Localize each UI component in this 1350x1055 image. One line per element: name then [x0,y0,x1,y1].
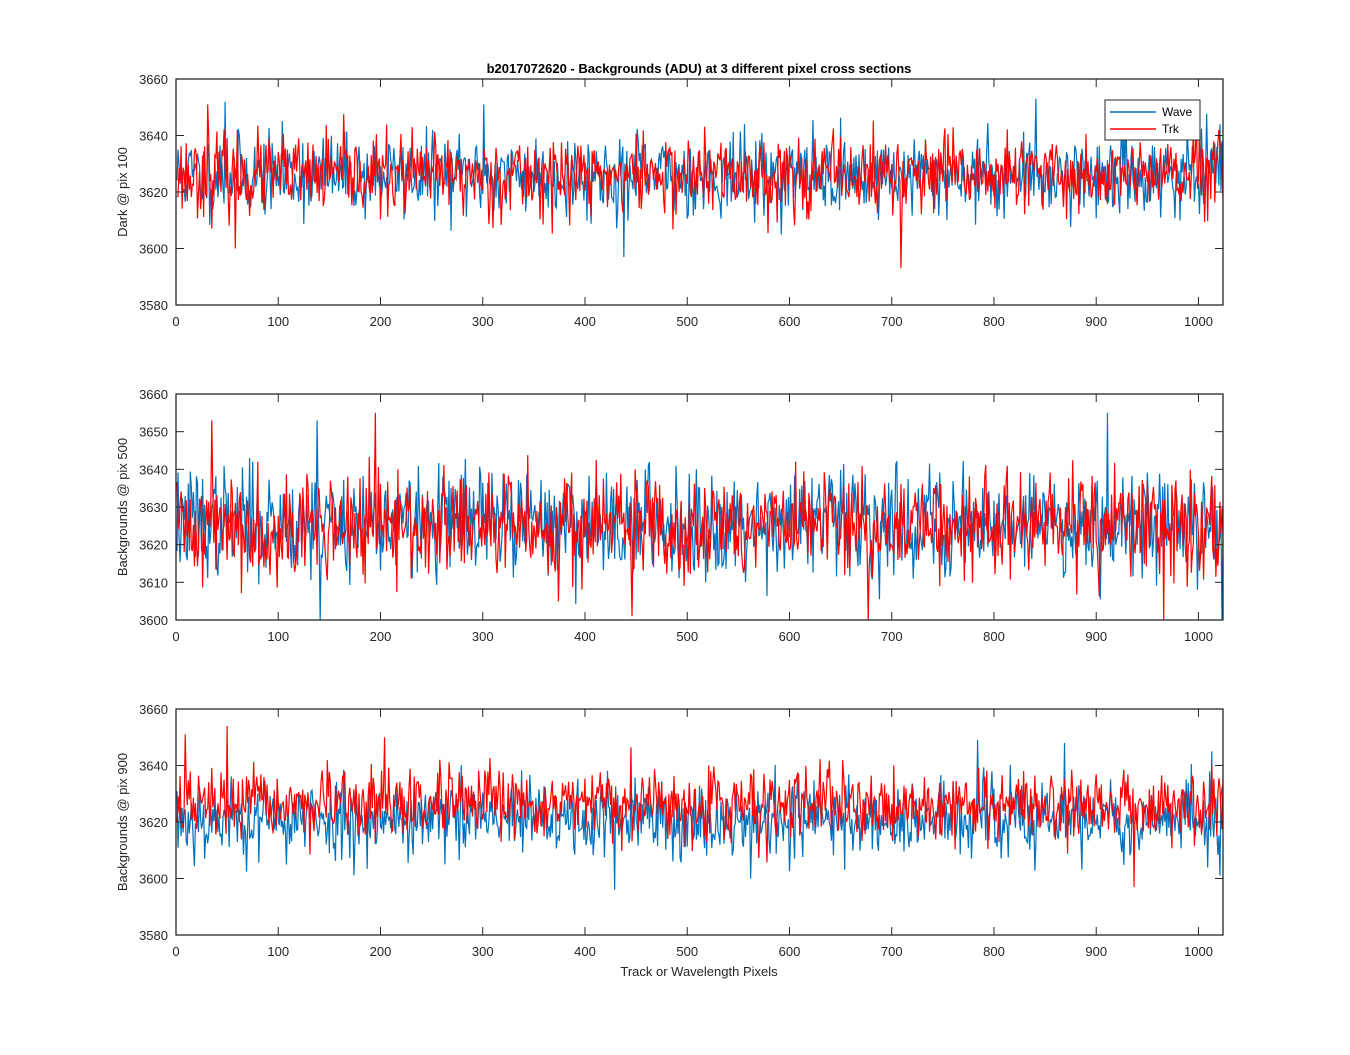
x-tick-label: 0 [172,944,179,959]
x-tick-label: 700 [881,314,903,329]
y-tick-label: 3580 [139,928,168,943]
x-tick-label: 600 [779,314,801,329]
x-tick-label: 700 [881,944,903,959]
x-tick-label: 0 [172,314,179,329]
x-tick-label: 200 [370,944,392,959]
y-tick-label: 3650 [139,425,168,440]
legend-label-trk: Trk [1162,122,1180,136]
subplot-1: b2017072620 - Backgrounds (ADU) at 3 dif… [115,61,1224,329]
x-tick-label: 200 [370,314,392,329]
wave-series-line [176,412,1223,620]
x-tick-label: 1000 [1184,944,1213,959]
y-tick-label: 3620 [139,185,168,200]
y-tick-label: 3600 [139,242,168,257]
x-tick-label: 600 [779,944,801,959]
y-tick-label: 3630 [139,500,168,515]
y-tick-label: 3600 [139,872,168,887]
subplot-2: Backgrounds @ pix 500 0 100 200 300 400 500 60… [115,387,1224,644]
x-tick-label: 500 [676,944,698,959]
x-tick-label: 900 [1085,314,1107,329]
y-tick-label: 3610 [139,575,168,590]
y-tick-label: 3620 [139,815,168,830]
x-tick-label: 1000 [1184,629,1213,644]
y-tick-label: 3640 [139,759,168,774]
y-tick-label: 3620 [139,538,168,553]
y-tick-label: 3660 [139,387,168,402]
subplot-3: Backgrounds @ pix 900 Track or Wavelengt… [115,702,1224,979]
x-tick-label: 900 [1085,629,1107,644]
x-tick-label: 900 [1085,944,1107,959]
x-tick-label: 300 [472,944,494,959]
x-tick-label: 300 [472,629,494,644]
legend-label-wave: Wave [1162,105,1193,119]
x-tick-label: 700 [881,629,903,644]
y-tick-label: 3580 [139,298,168,313]
x-tick-label: 100 [267,314,289,329]
x-tick-label: 200 [370,629,392,644]
y-tick-label: 3660 [139,72,168,87]
chart-title: b2017072620 - Backgrounds (ADU) at 3 dif… [487,61,912,76]
x-tick-label: 800 [983,944,1005,959]
legend-box [1104,99,1201,141]
trk-series-line [176,412,1223,620]
x-tick-label: 500 [676,314,698,329]
x-tick-label: 300 [472,314,494,329]
y-tick-label: 3640 [139,462,168,477]
y-tick-label: 3640 [139,129,168,144]
x-axis-label: Track or Wavelength Pixels [620,964,778,979]
x-tick-label: 800 [983,629,1005,644]
y-tick-label: 3600 [139,613,168,628]
y-axis-label: Backgrounds @ pix 500 [115,438,130,576]
x-tick-label: 500 [676,629,698,644]
x-tick-label: 400 [574,629,596,644]
x-tick-label: 100 [267,944,289,959]
y-axis-label: Backgrounds @ pix 900 [115,753,130,891]
x-tick-label: 800 [983,314,1005,329]
x-tick-label: 1000 [1184,314,1213,329]
legend: Wave Trk [1104,99,1201,141]
trk-series-line [176,104,1223,269]
x-tick-label: 100 [267,629,289,644]
x-tick-label: 400 [574,314,596,329]
y-tick-label: 3660 [139,702,168,717]
trk-series-line [176,725,1223,887]
y-axis-label: Dark @ pix 100 [115,147,130,237]
x-tick-label: 400 [574,944,596,959]
x-tick-label: 0 [172,629,179,644]
x-tick-label: 600 [779,629,801,644]
